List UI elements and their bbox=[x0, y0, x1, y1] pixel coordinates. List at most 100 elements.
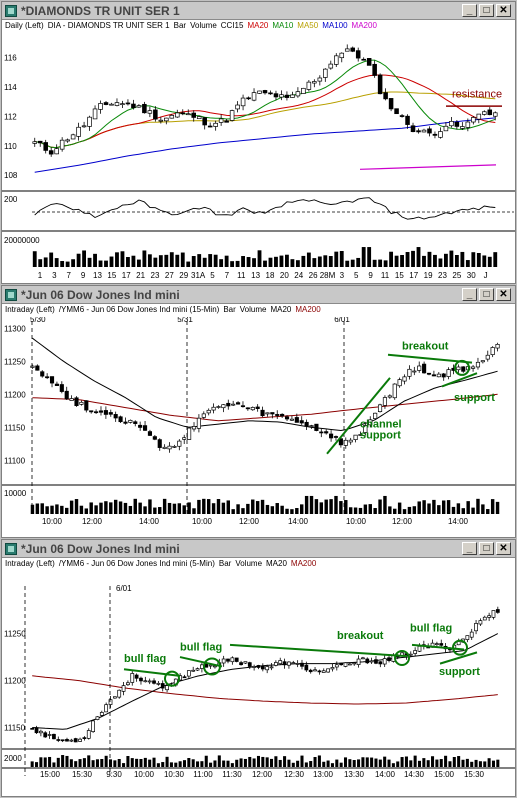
volume-bar bbox=[93, 253, 97, 267]
volume-bar bbox=[400, 757, 404, 767]
titlebar[interactable]: *Jun 06 Dow Jones Ind mini _ □ ✕ bbox=[2, 286, 515, 304]
x-tick-label: 18 bbox=[266, 271, 275, 280]
candle-up bbox=[229, 110, 235, 121]
candle-down bbox=[43, 732, 48, 738]
volume-bar bbox=[323, 255, 328, 267]
volume-bar bbox=[476, 498, 480, 514]
bull-flag-line bbox=[411, 643, 465, 651]
chart-window-icon[interactable] bbox=[5, 543, 17, 555]
x-tick-label: 30 bbox=[467, 271, 476, 280]
window-ym-5min[interactable]: *Jun 06 Dow Jones Ind mini _ □ ✕ Intrada… bbox=[1, 539, 516, 797]
chart-window-icon[interactable] bbox=[5, 289, 17, 301]
volume-bar bbox=[91, 760, 95, 767]
candle-up bbox=[373, 412, 378, 419]
candle-down bbox=[182, 676, 187, 679]
close-button[interactable]: ✕ bbox=[496, 288, 511, 301]
candle-up bbox=[92, 108, 98, 120]
candle-up bbox=[290, 94, 295, 98]
candle-up bbox=[231, 403, 236, 406]
volume-bar bbox=[128, 505, 133, 514]
volume-bar bbox=[416, 247, 421, 267]
volume-bar bbox=[350, 259, 355, 267]
candle-up bbox=[356, 658, 361, 665]
price-chart-5min[interactable]: 6/01 11250 11200 11150 bull flag bull flag bre… bbox=[2, 571, 515, 797]
candle-down bbox=[294, 417, 299, 423]
maximize-button[interactable]: □ bbox=[479, 542, 494, 555]
close-button[interactable]: ✕ bbox=[496, 542, 511, 555]
candle-up bbox=[343, 439, 348, 446]
volume-bar bbox=[182, 760, 187, 767]
candle-down bbox=[299, 420, 304, 424]
volume-bar bbox=[326, 760, 330, 767]
volume-bar bbox=[40, 503, 44, 514]
x-tick-label: 24 bbox=[294, 271, 303, 280]
volume-bar bbox=[431, 756, 435, 767]
bull-flag-circle bbox=[203, 657, 221, 676]
volume-bar bbox=[138, 502, 142, 514]
volume-bar bbox=[417, 760, 422, 767]
candle-up bbox=[104, 704, 109, 713]
volume-bar bbox=[394, 255, 399, 267]
volume-bar bbox=[200, 761, 204, 767]
minimize-button[interactable]: _ bbox=[462, 4, 477, 17]
volume-bar bbox=[404, 756, 408, 767]
candle-up bbox=[353, 434, 358, 440]
candle-up bbox=[436, 373, 441, 378]
volume-bar bbox=[222, 760, 226, 767]
volume-bar bbox=[248, 756, 252, 767]
candle-down bbox=[304, 664, 309, 671]
candle-up bbox=[343, 662, 348, 667]
candle-up bbox=[382, 397, 388, 406]
maximize-button[interactable]: □ bbox=[479, 288, 494, 301]
minimize-button[interactable]: _ bbox=[462, 288, 477, 301]
x-tick-label: 12:30 bbox=[284, 770, 305, 779]
volume-bar bbox=[131, 255, 136, 267]
candle-up bbox=[485, 354, 490, 360]
candle-up bbox=[59, 139, 65, 150]
window-ym-15min[interactable]: *Jun 06 Dow Jones Ind mini _ □ ✕ Intrada… bbox=[1, 285, 516, 538]
x-tick-label: 14:00 bbox=[375, 770, 396, 779]
volume-bar bbox=[35, 762, 39, 767]
candle-down bbox=[108, 412, 113, 415]
volume-bar bbox=[156, 763, 160, 767]
chart-window-icon[interactable] bbox=[5, 5, 17, 17]
titlebar[interactable]: *DIAMONDS TR UNIT SER 1 _ □ ✕ bbox=[2, 2, 515, 20]
price-chart-15min[interactable]: 5/30 5/31 6/01 11300 11250 11200 11150 11100 bre… bbox=[2, 317, 515, 538]
volume-bar bbox=[353, 507, 358, 514]
candle-up bbox=[408, 653, 413, 656]
x-tick-label: 13 bbox=[251, 271, 260, 280]
volume-bar bbox=[422, 758, 426, 767]
candle-down bbox=[268, 92, 273, 95]
volume-bar bbox=[486, 509, 490, 514]
volume-bar bbox=[211, 503, 216, 514]
close-button[interactable]: ✕ bbox=[496, 4, 511, 17]
minimize-button[interactable]: _ bbox=[462, 542, 477, 555]
window-diamonds-daily[interactable]: *DIAMONDS TR UNIT SER 1 _ □ ✕ Daily (Lef… bbox=[1, 1, 516, 284]
candle-down bbox=[262, 90, 268, 94]
candle-up bbox=[334, 664, 339, 668]
candle-up bbox=[339, 52, 345, 59]
volume-bar bbox=[48, 756, 52, 767]
ma200-line bbox=[32, 393, 498, 422]
candle-up bbox=[289, 418, 294, 421]
volume-bar bbox=[45, 506, 49, 514]
maximize-button[interactable]: □ bbox=[479, 4, 494, 17]
candle-up bbox=[95, 716, 100, 720]
candle-down bbox=[94, 411, 99, 414]
candle-down bbox=[157, 439, 162, 448]
volume-bar bbox=[153, 507, 157, 514]
volume-bar bbox=[413, 755, 417, 767]
candle-up bbox=[278, 660, 283, 665]
volume-bar bbox=[291, 762, 295, 767]
breakout-label: breakout bbox=[337, 630, 384, 642]
volume-bar bbox=[378, 759, 382, 767]
candle-down bbox=[180, 112, 186, 115]
candle-down bbox=[236, 402, 241, 405]
volume-bar bbox=[133, 498, 137, 514]
volume-bar bbox=[118, 501, 123, 514]
titlebar[interactable]: *Jun 06 Dow Jones Ind mini _ □ ✕ bbox=[2, 540, 515, 558]
candle-up bbox=[136, 105, 142, 108]
volume-bar bbox=[344, 500, 348, 514]
candle-up bbox=[162, 446, 167, 449]
